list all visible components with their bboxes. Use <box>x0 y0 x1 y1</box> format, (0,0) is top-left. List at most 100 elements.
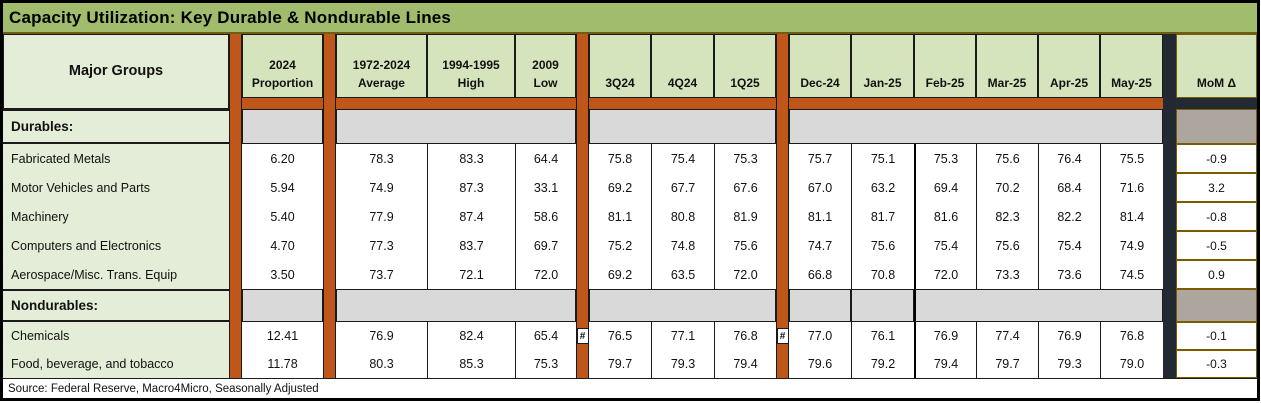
data-cell-month: 79.4 <box>914 350 976 378</box>
orange-band <box>229 98 1163 109</box>
data-cell-quarter: 74.8 <box>651 231 714 260</box>
data-cell-quarter: 69.2 <box>589 173 651 202</box>
data-cell-historical: 75.3 <box>515 350 576 378</box>
data-cell-month: 74.5 <box>1100 260 1163 289</box>
data-cell-month: 71.6 <box>1100 173 1163 202</box>
band-row-label: Nondurables: <box>3 289 229 322</box>
data-cell-quarter: 80.8 <box>651 202 714 231</box>
dark-band <box>1176 98 1257 109</box>
data-cell-month: 68.4 <box>1038 173 1100 202</box>
data-cell-quarter: 75.8 <box>589 144 651 173</box>
data-cell-month: 63.2 <box>851 173 914 202</box>
data-cell-historical: 83.3 <box>427 144 515 173</box>
data-cell-month: 75.3 <box>914 144 976 173</box>
data-cell-month: 70.8 <box>851 260 914 289</box>
data-cell-month: 79.7 <box>976 350 1038 378</box>
data-cell-historical: 78.3 <box>336 144 427 173</box>
band-cell <box>336 109 576 144</box>
data-cell-month: 82.3 <box>976 202 1038 231</box>
data-cell-proportion: 5.40 <box>242 202 323 231</box>
band-cell <box>851 289 914 322</box>
data-cell-historical: 77.3 <box>336 231 427 260</box>
data-cell-month: 79.3 <box>1038 350 1100 378</box>
data-cell-historical: 58.6 <box>515 202 576 231</box>
data-cell-historical: 87.3 <box>427 173 515 202</box>
band-cell <box>914 289 1163 322</box>
column-header-historical: 1972-2024 Average <box>336 34 427 98</box>
data-cell-quarter: 75.2 <box>589 231 651 260</box>
column-header-month: Feb-25 <box>914 34 976 98</box>
band-cell <box>789 289 851 322</box>
data-cell-quarter: 79.4 <box>714 350 776 378</box>
column-header-mom-delta: MoM Δ <box>1176 34 1257 98</box>
data-cell-proportion: 4.70 <box>242 231 323 260</box>
row-label: Aerospace/Misc. Trans. Equip <box>3 260 229 289</box>
data-cell-quarter: 69.2 <box>589 260 651 289</box>
data-cell-mom: 0.9 <box>1176 260 1257 289</box>
data-cell-month: 67.0 <box>789 173 851 202</box>
data-cell-historical: 80.3 <box>336 350 427 378</box>
data-cell-historical: 72.1 <box>427 260 515 289</box>
data-cell-month: 75.4 <box>914 231 976 260</box>
band-row-label: Durables: <box>3 109 229 144</box>
data-cell-quarter: 75.3 <box>714 144 776 173</box>
data-cell-proportion: 3.50 <box>242 260 323 289</box>
data-cell-month: 72.0 <box>914 260 976 289</box>
data-cell-mom: -0.9 <box>1176 144 1257 173</box>
data-cell-quarter: 75.6 <box>714 231 776 260</box>
data-cell-proportion: 12.41 <box>242 322 323 350</box>
data-cell-month: 74.9 <box>1100 231 1163 260</box>
data-cell-mom: -0.3 <box>1176 350 1257 378</box>
hash-marker: # <box>776 328 789 344</box>
row-label: Chemicals <box>3 322 229 350</box>
data-cell-historical: 74.9 <box>336 173 427 202</box>
column-header-quarter: 4Q24 <box>651 34 714 98</box>
data-cell-month: 76.8 <box>1100 322 1163 350</box>
data-cell-month: 79.2 <box>851 350 914 378</box>
data-cell-month: 66.8 <box>789 260 851 289</box>
orange-divider <box>576 34 589 378</box>
table-grid: Major Groups 2024 Proportion 1972-2024 Ave… <box>3 34 1257 378</box>
data-cell-historical: 77.9 <box>336 202 427 231</box>
data-cell-month: 73.3 <box>976 260 1038 289</box>
data-cell-quarter: 81.1 <box>589 202 651 231</box>
column-header-month: Dec-24 <box>789 34 851 98</box>
band-cell <box>242 109 323 144</box>
data-cell-mom: -0.5 <box>1176 231 1257 260</box>
hash-marker: # <box>576 328 589 344</box>
column-header-quarter: 3Q24 <box>589 34 651 98</box>
data-cell-month: 81.1 <box>789 202 851 231</box>
data-cell-month: 75.6 <box>976 144 1038 173</box>
data-cell-quarter: 72.0 <box>714 260 776 289</box>
band-cell <box>789 109 1163 144</box>
column-header-month: Mar-25 <box>976 34 1038 98</box>
data-cell-month: 77.4 <box>976 322 1038 350</box>
column-header-month: Jan-25 <box>851 34 914 98</box>
row-label: Computers and Electronics <box>3 231 229 260</box>
row-label: Motor Vehicles and Parts <box>3 173 229 202</box>
orange-divider <box>323 34 336 378</box>
data-cell-proportion: 6.20 <box>242 144 323 173</box>
column-header-historical: 2009 Low <box>515 34 576 98</box>
data-cell-month: 76.9 <box>1038 322 1100 350</box>
data-cell-historical: 82.4 <box>427 322 515 350</box>
black-divider <box>1163 34 1176 378</box>
data-cell-mom: 3.2 <box>1176 173 1257 202</box>
source-note: Source: Federal Reserve, Macro4Micro, Se… <box>3 378 1257 398</box>
data-cell-historical: 76.9 <box>336 322 427 350</box>
data-cell-month: 81.6 <box>914 202 976 231</box>
band-cell-mom <box>1176 289 1257 322</box>
data-cell-historical: 33.1 <box>515 173 576 202</box>
data-cell-month: 75.4 <box>1038 231 1100 260</box>
data-cell-month: 79.6 <box>789 350 851 378</box>
data-cell-month: 82.2 <box>1038 202 1100 231</box>
data-cell-month: 75.1 <box>851 144 914 173</box>
data-cell-month: 76.9 <box>914 322 976 350</box>
data-cell-quarter: 75.4 <box>651 144 714 173</box>
data-cell-month: 79.0 <box>1100 350 1163 378</box>
band-cell <box>589 289 776 322</box>
column-header-major-groups: Major Groups <box>3 34 229 109</box>
data-cell-month: 81.7 <box>851 202 914 231</box>
data-cell-quarter: 67.7 <box>651 173 714 202</box>
